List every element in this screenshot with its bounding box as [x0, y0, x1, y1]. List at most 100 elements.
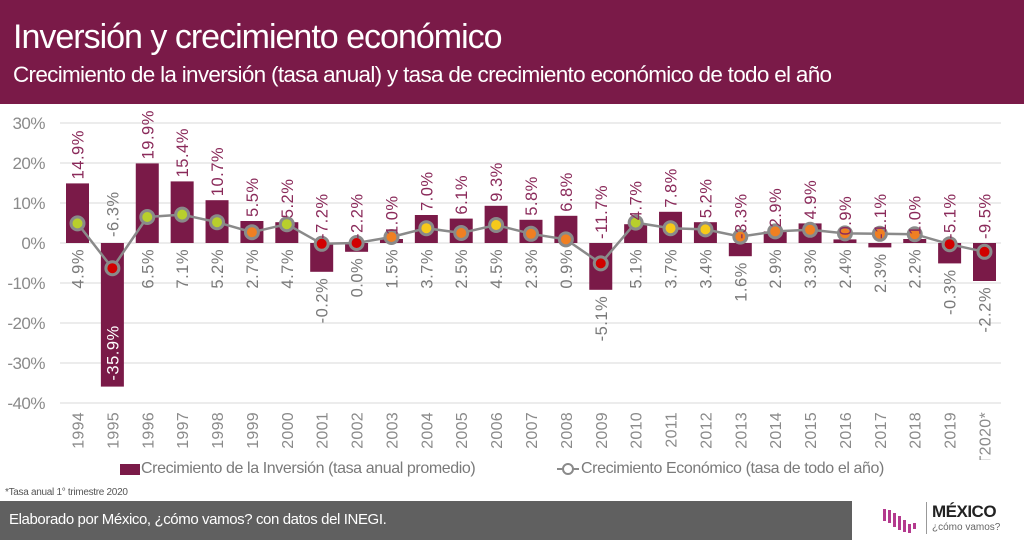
investment-label: 7.0% [418, 171, 436, 211]
economic-marker [418, 220, 435, 237]
economic-label: 2.5% [453, 249, 471, 289]
economic-label: -0.2% [314, 278, 332, 324]
logo-bars-icon [883, 509, 916, 533]
economic-marker [209, 214, 226, 231]
investment-label: 1.0% [907, 195, 925, 235]
investment-label: -7.2% [314, 193, 332, 239]
x-tick-label: 2011 [664, 412, 681, 448]
x-tick-label: 2018 [908, 412, 925, 449]
investment-bar [310, 243, 334, 272]
y-tick-label: 30% [12, 114, 45, 133]
economic-marker [697, 221, 714, 238]
x-tick-label: 2014 [768, 412, 785, 449]
economic-label: 2.9% [767, 249, 785, 289]
economic-label: -5.1% [593, 296, 611, 342]
legend-item-investment: Crecimiento de la Inversión (tasa anual … [120, 460, 476, 478]
economic-marker [627, 214, 644, 231]
x-tick-label: 2017 [873, 412, 890, 449]
logo: MÉXICO ¿cómo vamos? [880, 497, 1020, 539]
logo-wordmark: MÉXICO [932, 502, 997, 521]
investment-label: 2.9% [767, 188, 785, 228]
y-tick-label: 0% [21, 234, 45, 253]
y-axis: 30% 20% 10% 0% -10% -20% -30% -40% [7, 114, 46, 413]
x-tick-label: 2009 [594, 412, 611, 449]
economic-label: 3.3% [802, 249, 820, 289]
investment-label: 9.3% [488, 162, 506, 202]
data-labels: 14.9% 4.9% -35.9% -6.3% 19.9% 6.5% 15.4% 7.1% 10… [70, 110, 995, 380]
investment-label: 15.4% [174, 128, 192, 177]
economic-label: 3.7% [418, 249, 436, 289]
x-tick-label: 2000 [280, 412, 297, 449]
investment-label: -35.9% [104, 325, 122, 380]
x-axis: 1994 1995 1996 1997 1998 1999 2000 2001 2002 2003… [71, 412, 995, 460]
footnote: *Tasa anual 1° trimestre 2020 [5, 487, 128, 498]
economic-label: 2.3% [872, 253, 890, 293]
y-tick-label: 20% [12, 154, 45, 173]
logo-divider [926, 502, 927, 534]
economic-marker [243, 224, 260, 241]
economic-marker [557, 231, 574, 248]
x-tick-label: 2004 [419, 412, 436, 449]
economic-label: 2.4% [837, 249, 855, 289]
investment-label: 5.8% [523, 176, 541, 216]
x-tick-label: 1996 [140, 412, 157, 449]
economic-label: 1.6% [732, 262, 750, 302]
footer-bar: Elaborado por México, ¿cómo vamos? con d… [0, 501, 852, 540]
x-tick-label: 2010 [629, 412, 646, 449]
x-tick-label: 2012 [698, 412, 715, 449]
x-tick-label: 2005 [454, 412, 471, 449]
investment-bar [135, 163, 159, 243]
economic-marker [69, 215, 86, 232]
y-tick-label: -20% [7, 314, 45, 333]
x-tick-label: 1T2020* [978, 412, 995, 460]
economic-label: 2.3% [523, 249, 541, 289]
x-tick-label: 2019 [943, 412, 960, 449]
investment-label: -3.3% [732, 193, 750, 239]
x-tick-label: 2002 [350, 412, 367, 449]
investment-label: 4.7% [628, 181, 646, 221]
investment-bar [868, 243, 892, 248]
economic-marker [523, 225, 539, 242]
economic-marker [767, 223, 784, 240]
legend: Crecimiento de la Inversión (tasa anual … [0, 460, 1024, 482]
investment-label: 10.7% [209, 147, 227, 196]
economic-marker [941, 236, 958, 253]
economic-marker [313, 235, 330, 252]
investment-label: 6.8% [558, 172, 576, 212]
economic-label: 7.1% [174, 249, 192, 289]
economic-label: -2.2% [977, 287, 995, 333]
x-tick-label: 2016 [838, 412, 855, 449]
y-tick-label: -30% [7, 354, 45, 373]
legend-square-icon [120, 463, 140, 475]
economic-label: -6.3% [104, 191, 122, 237]
y-tick-label: 10% [12, 194, 45, 213]
investment-label: 4.9% [802, 180, 820, 220]
header-band: Inversión y crecimiento económico Crecim… [0, 0, 1024, 104]
economic-label: 6.5% [139, 249, 157, 289]
legend-line-circle-icon [557, 463, 579, 475]
x-tick-label: 2006 [489, 412, 506, 449]
economic-label: 1.5% [383, 249, 401, 289]
x-tick-label: 1994 [71, 412, 88, 449]
legend-item-economic: Crecimiento Económico (tasa de todo el a… [557, 460, 884, 478]
investment-label: 1.0% [383, 195, 401, 235]
investment-label: 5.5% [244, 177, 262, 217]
chart-title: Inversión y crecimiento económico [13, 18, 503, 56]
economic-label: 0.0% [349, 258, 367, 298]
economic-label: -0.3% [942, 269, 960, 315]
investment-label: -2.2% [349, 193, 367, 239]
economic-label: 5.2% [209, 249, 227, 289]
x-tick-label: 1999 [245, 412, 262, 449]
y-tick-label: -10% [7, 274, 45, 293]
economic-label: 4.9% [70, 249, 88, 289]
economic-marker [976, 243, 993, 260]
economic-marker [278, 216, 295, 233]
investment-label: 5.2% [279, 179, 297, 219]
x-tick-label: 2013 [733, 412, 750, 449]
economic-label: 4.5% [488, 249, 506, 289]
economic-marker [871, 225, 888, 242]
x-tick-label: 2003 [384, 412, 401, 449]
x-tick-label: 2007 [524, 412, 541, 449]
economic-label: 2.7% [244, 249, 262, 289]
legend-label-economic: Crecimiento Económico (tasa de todo el a… [581, 460, 884, 477]
